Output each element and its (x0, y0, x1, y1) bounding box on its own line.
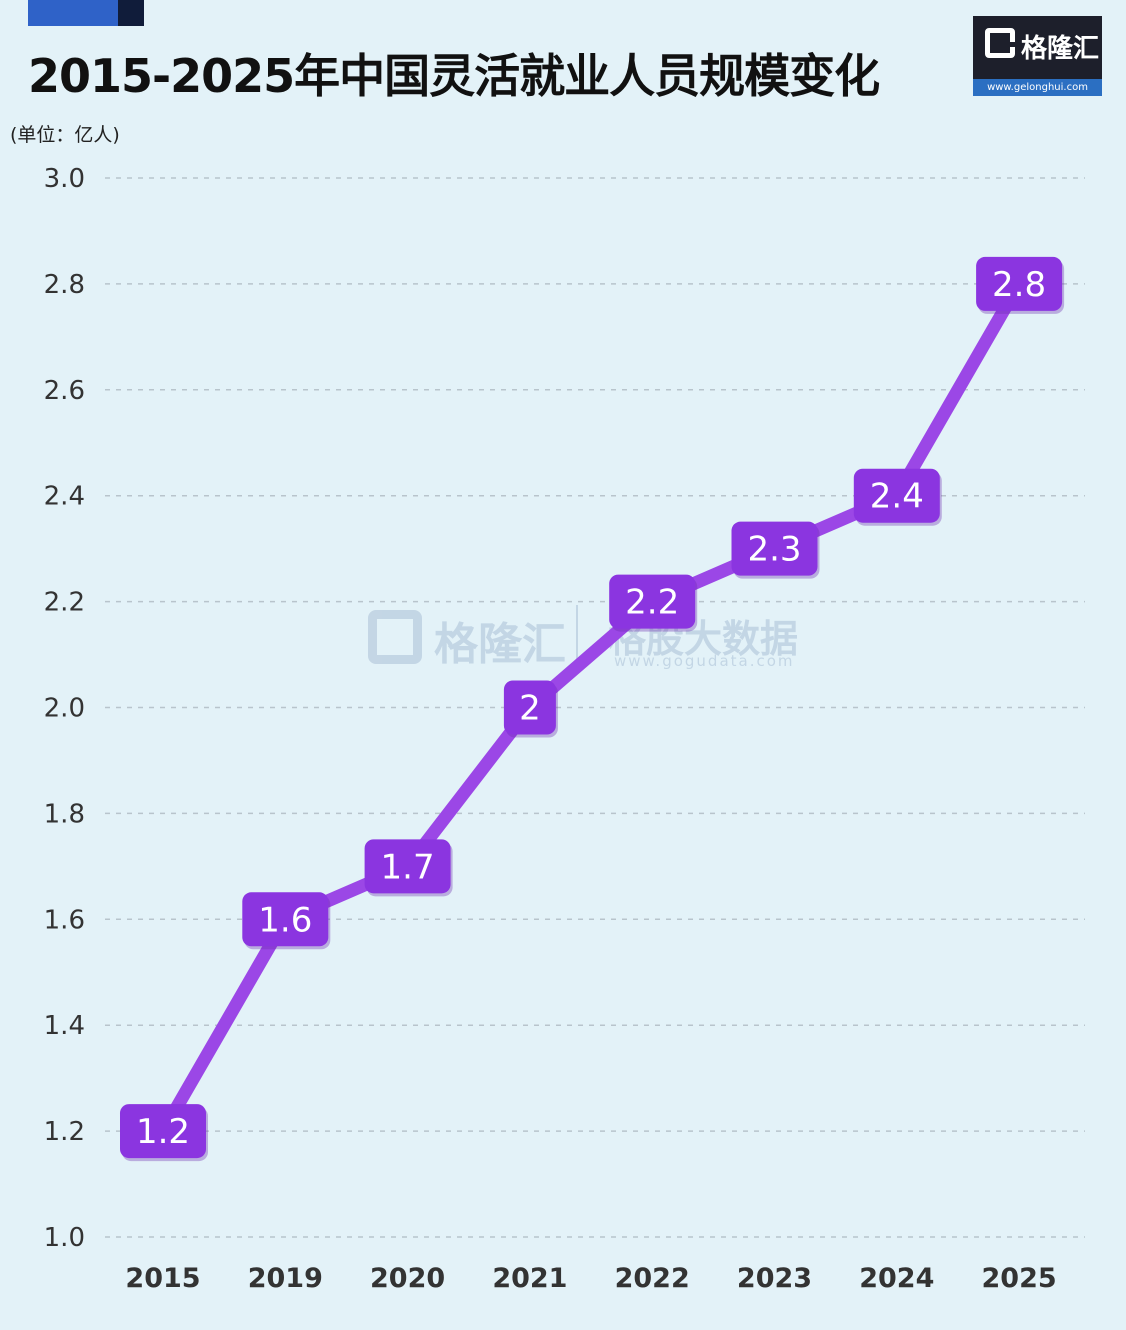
data-label-box (731, 521, 818, 576)
watermark-divider (576, 605, 578, 665)
data-label-box (976, 256, 1063, 311)
y-tick-label: 2.6 (44, 376, 85, 406)
watermark-g-icon (368, 610, 422, 664)
data-labels: 1.2 1.6 1.7 2 2.2 2.3 2.4 2.8 (120, 256, 1065, 1162)
data-label: 1.6 (242, 892, 331, 950)
grid-lines (105, 177, 1085, 1238)
y-tick-label: 2.2 (44, 588, 85, 618)
data-label: 2.2 (609, 574, 698, 632)
logo-text: 格隆汇 (1021, 34, 1100, 64)
x-tick-label: 2020 (370, 1263, 445, 1294)
x-tick-label: 2021 (492, 1263, 567, 1294)
data-label-text: 1.6 (258, 900, 312, 940)
y-tick-label: 1.4 (44, 1011, 85, 1041)
data-label: 1.7 (364, 839, 453, 897)
data-label-text: 2.8 (992, 265, 1046, 305)
x-tick-label: 2022 (615, 1263, 690, 1294)
data-label-text: 2 (519, 689, 541, 729)
data-label-box (853, 468, 940, 523)
y-axis-ticks: 1.0 1.2 1.4 1.6 1.8 2.0 2.2 2.4 2.6 2.8 3.0 (44, 164, 85, 1253)
data-label-box (609, 574, 696, 629)
gelonghui-logo: 格隆汇 www.gelonghui.com (973, 16, 1102, 96)
logo-g-icon (985, 28, 1015, 58)
y-tick-label: 1.8 (44, 799, 85, 829)
top-accent-bar-dark (118, 0, 144, 26)
x-tick-label: 2015 (125, 1263, 200, 1294)
data-label-box (503, 680, 556, 735)
watermark-url: www.gogudata.com (614, 652, 795, 670)
y-tick-label: 2.8 (44, 270, 85, 300)
y-tick-label: 1.0 (44, 1223, 85, 1253)
y-tick-label: 1.6 (44, 905, 85, 935)
data-label-box (120, 1104, 206, 1159)
y-tick-label: 2.4 (44, 482, 85, 512)
chart-title: 2015-2025年中国灵活就业人员规模变化 (28, 49, 880, 103)
unit-label: (单位：亿人) (10, 124, 120, 146)
data-label-text: 1.2 (136, 1112, 190, 1152)
data-label-text: 2.4 (870, 477, 924, 517)
watermark-brand: 格隆汇 (434, 619, 566, 670)
data-label-text: 1.7 (381, 847, 435, 887)
y-tick-label: 2.0 (44, 694, 85, 724)
data-label: 1.2 (120, 1104, 208, 1162)
watermark: 格隆汇 格股大数据 www.gogudata.com (368, 600, 818, 680)
x-tick-label: 2025 (982, 1263, 1057, 1294)
data-label-box (364, 839, 451, 894)
x-tick-label: 2024 (859, 1263, 934, 1294)
x-tick-label: 2023 (737, 1263, 812, 1294)
data-label-text: 2.3 (747, 530, 801, 570)
data-label: 2.3 (731, 521, 820, 579)
data-label: 2.4 (853, 468, 942, 526)
top-accent-bar (28, 0, 118, 26)
x-tick-label: 2019 (248, 1263, 323, 1294)
x-axis-ticks: 2015 2019 2020 2021 2022 2023 2024 2025 (125, 1263, 1056, 1294)
y-tick-label: 1.2 (44, 1117, 85, 1147)
data-label: 2 (503, 680, 558, 738)
y-tick-label: 3.0 (44, 164, 85, 194)
data-label-text: 2.2 (625, 583, 679, 623)
data-label: 2.8 (976, 256, 1065, 314)
logo-url: www.gelonghui.com (973, 79, 1102, 96)
data-label-box (242, 892, 329, 947)
